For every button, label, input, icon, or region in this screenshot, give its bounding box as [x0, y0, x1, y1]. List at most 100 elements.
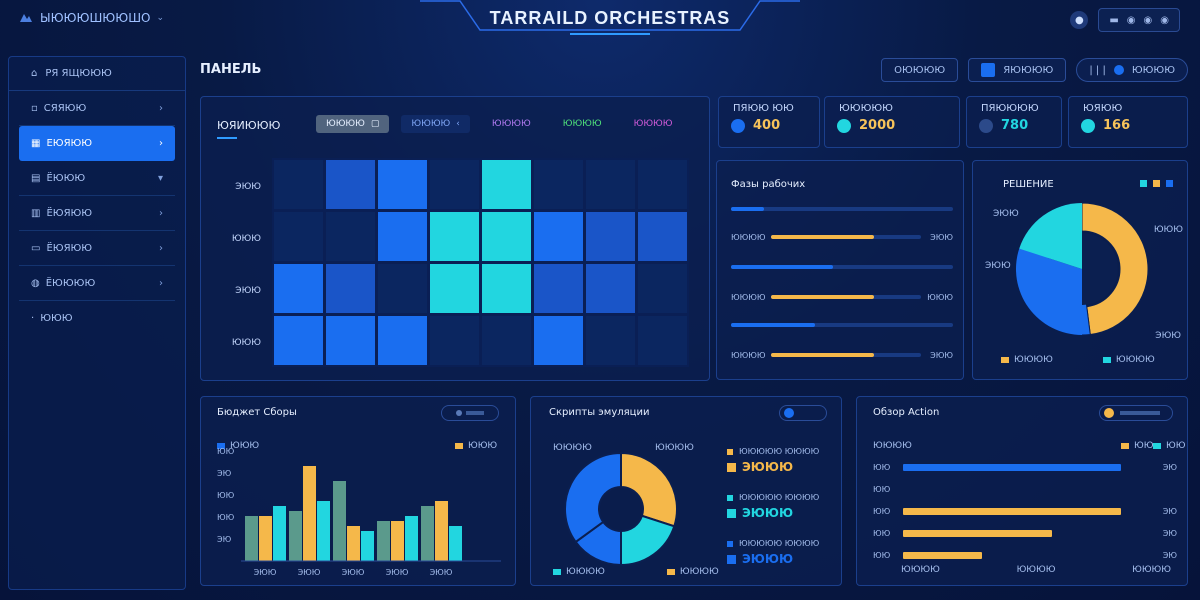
progress-track: [771, 353, 921, 357]
kpi-card-2[interactable]: ЮЮЮЮЮ 2000: [824, 96, 960, 148]
toggle-knob-icon: [784, 408, 794, 418]
hbar-track: [903, 463, 1151, 471]
title-underline: [217, 137, 237, 139]
dot-icon[interactable]: [1153, 180, 1160, 187]
dot-icon: [456, 410, 462, 416]
heatmap-cell: [428, 314, 481, 367]
user-icon[interactable]: ●: [1070, 11, 1089, 29]
sidebar-item-7[interactable]: · ЮЮЮ: [19, 301, 175, 336]
bar: [391, 521, 404, 561]
hbar-toggle[interactable]: [1099, 405, 1173, 421]
donut-slice: [564, 451, 622, 544]
sidebar-item-label: ЁЮЯЮЮ: [46, 242, 93, 254]
sidebar-item-4[interactable]: ▥ ЁЮЯЮЮ ›: [19, 196, 175, 231]
donut-title: Скрипты эмуляции: [549, 407, 650, 418]
tab-5[interactable]: ЮЮЮЮ: [624, 115, 683, 133]
progress-row: [731, 203, 953, 215]
heatmap-cell: [584, 158, 637, 211]
kpi-card-1[interactable]: ПЯЮЮ ЮЮ 400: [718, 96, 820, 148]
notification-pill[interactable]: ▬ ◉ ◉ ◉: [1098, 8, 1180, 32]
heatmap-cell: [376, 210, 429, 263]
donut-slice: [620, 451, 678, 528]
progress-row: [731, 261, 953, 273]
progress-track: [731, 265, 953, 269]
y-tick: ЭЮ: [217, 469, 232, 478]
progress-panel: Фазы рабочих ЮЮЮЮ ЭЮЮ ЮЮЮЮ ЮЮЮ ЮЮЮЮ ЭЮЮ: [716, 160, 964, 380]
tab-4[interactable]: ЮЮЮЮ: [553, 115, 612, 133]
sidebar-item-label: ЁЮЮЮ: [46, 172, 86, 184]
legend-label: ЮЮЮ: [230, 441, 260, 451]
donut-item-value: ЭЮЮЮ: [727, 552, 837, 566]
bar: [421, 506, 434, 561]
sidebar-item-3[interactable]: ▤ ЁЮЮЮ ▾: [19, 161, 175, 196]
heatmap-cell: [376, 314, 429, 367]
bell-icon: ◉: [1126, 14, 1136, 26]
bar: [435, 501, 448, 561]
sidebar-item-5[interactable]: ▭ ЁЮЯЮЮ ›: [19, 231, 175, 266]
dot-icon: ·: [31, 313, 35, 324]
pie-slice: [1081, 202, 1149, 336]
sidebar-item-2[interactable]: ▦ ЕЮЯЮЮ ›: [19, 126, 175, 161]
grid-icon: ▦: [31, 138, 41, 149]
dot-icon[interactable]: [1140, 180, 1147, 187]
bar: [273, 506, 286, 561]
chevron-down-icon[interactable]: ⌄: [156, 13, 165, 23]
hbar-panel: Обзор Action ЮЮЮЮ ЮЮ ЮЮ ЮЮ ЭЮ ЮЮ ЮЮ ЭЮ ЮЮ ЭЮ ЮЮ…: [856, 396, 1188, 586]
heatmap-tabs: ЮЮЮЮ ▢ ЮЮЮЮ ‹ ЮЮЮЮ ЮЮЮЮ ЮЮЮЮ: [316, 115, 683, 133]
heatmap-cell: [480, 314, 533, 367]
donut-chart: [564, 451, 678, 567]
square-icon: [727, 508, 736, 518]
progress-value: ЮЮЮ: [927, 292, 953, 302]
tab-3[interactable]: ЮЮЮЮ: [482, 115, 541, 133]
filter-control[interactable]: ЯЮЮЮЮ: [968, 58, 1067, 82]
range-control[interactable]: | | | ЮЮЮЮ: [1076, 58, 1188, 82]
kpi-card-3[interactable]: ПЯЮЮЮЮ 780: [966, 96, 1062, 148]
donut-item-number: ЭЮЮЮ: [742, 460, 794, 474]
x-tick: ЮЮЮЮ: [1016, 565, 1056, 575]
hbar-row: ЮЮ: [873, 483, 1177, 495]
donut-item-number: ЭЮЮЮ: [742, 552, 794, 566]
progress-row: [731, 319, 953, 331]
app-title: TARRAILD ORCHESTRAS: [489, 8, 731, 28]
heatmap-cell: [272, 314, 325, 367]
tab-2[interactable]: ЮЮЮЮ ‹: [401, 115, 470, 133]
legend-item: ЮЮЮЮ: [553, 567, 605, 577]
chevron-right-icon: ›: [159, 138, 163, 149]
donut-item: ЮЮЮЮЮ ЮЮЮЮ ЭЮЮЮ: [727, 539, 837, 566]
legend-label: ЮЮ: [1134, 441, 1154, 451]
sidebar-item-label: ЕЮЯЮЮ: [46, 138, 93, 149]
hbar-row: ЮЮ ЭЮ: [873, 505, 1177, 517]
hbar-track: [903, 551, 1151, 559]
donut-toggle[interactable]: [779, 405, 827, 421]
progress-fill: [731, 207, 765, 211]
bar: [361, 531, 374, 561]
kpi-value: 2000: [859, 118, 896, 133]
brand[interactable]: ЫЮЮЮШЮЮШО ⌄: [18, 10, 164, 26]
hbar-title: Обзор Action: [873, 407, 940, 418]
kpi-card-4[interactable]: ЮЯЮЮ 166: [1068, 96, 1188, 148]
sidebar-item-1[interactable]: ▫ СЯЯЮЮ ›: [19, 91, 175, 126]
search-control[interactable]: ОЮЮЮЮ: [881, 58, 959, 82]
legend-label: ЮЮЮ: [468, 441, 498, 451]
legend-item: ЮЮЮЮ: [1102, 355, 1155, 365]
tab-label: ЮЮЮЮ: [411, 119, 451, 129]
range-label: | | |: [1089, 64, 1106, 76]
bar-toggle[interactable]: [441, 405, 499, 421]
hbar-value: ЭЮ: [1162, 506, 1177, 516]
search-label: ОЮЮЮЮ: [894, 64, 946, 76]
hbar-label: ЮЮ: [873, 484, 891, 494]
pie-label: ЮЮЮ: [1153, 225, 1183, 235]
top-right-controls: ● ▬ ◉ ◉ ◉: [1070, 8, 1180, 32]
progress-fill: [731, 323, 816, 327]
brand-name: ЫЮЮЮШЮЮШО: [40, 11, 151, 25]
hbar-value: ЭЮ: [1162, 462, 1177, 472]
tab-1[interactable]: ЮЮЮЮ ▢: [316, 115, 390, 133]
hbar-fill: [903, 529, 1052, 537]
dot-icon[interactable]: [1166, 180, 1173, 187]
bar: [259, 516, 272, 561]
top-bar: ЫЮЮЮШЮЮШО ⌄ TARRAILD ORCHESTRAS ● ▬ ◉ ◉ …: [0, 0, 1200, 42]
sidebar-item-6[interactable]: ◍ ЁЮЮЮЮ ›: [19, 266, 175, 301]
kpi-label: ЮЯЮЮ: [1083, 103, 1123, 114]
legend-item: ЮЮЮЮ: [1001, 355, 1053, 365]
legend-label: ЮЮ: [1166, 441, 1186, 451]
